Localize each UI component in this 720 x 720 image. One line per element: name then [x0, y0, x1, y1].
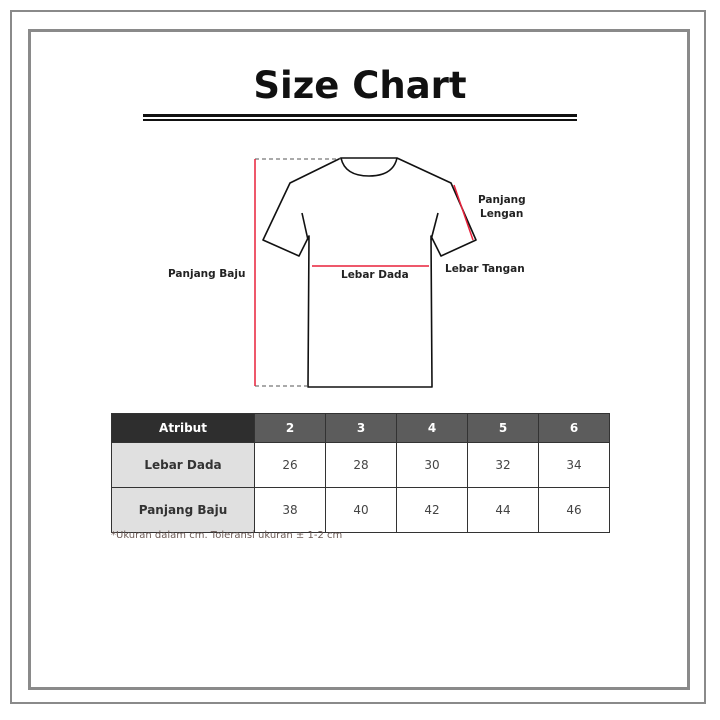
header-size: 3	[325, 413, 397, 443]
table-cell: 42	[396, 487, 468, 533]
tshirt-outline	[262, 157, 477, 388]
label-lebar-tangan: Lebar Tangan	[445, 263, 525, 275]
table-cell: 44	[467, 487, 539, 533]
label-panjang-lengan-2: Lengan	[480, 208, 524, 220]
row-label: Panjang Baju	[111, 487, 255, 533]
outer-border	[10, 10, 706, 704]
table-cell: 46	[538, 487, 610, 533]
label-panjang-lengan-1: Panjang	[478, 194, 526, 206]
table-cell: 38	[254, 487, 326, 533]
table-cell: 40	[325, 487, 397, 533]
header-size: 5	[467, 413, 539, 443]
row-label: Lebar Dada	[111, 442, 255, 488]
size-table: Atribut 2 3 4 5 6 Lebar Dada 26 28 30 32…	[111, 413, 610, 533]
panjang-lengan-measure	[453, 184, 474, 241]
table-row: Lebar Dada 26 28 30 32 34	[111, 442, 610, 488]
header-attribute: Atribut	[111, 413, 255, 443]
size-note: *Ukuran dalam cm. Toleransi ukuran ± 1-2…	[111, 530, 343, 541]
table-cell: 26	[254, 442, 326, 488]
page-title: Size Chart	[253, 64, 467, 107]
table-row: Panjang Baju 38 40 42 44 46	[111, 487, 610, 533]
label-lebar-dada: Lebar Dada	[341, 269, 409, 281]
table-cell: 34	[538, 442, 610, 488]
header-size: 4	[396, 413, 468, 443]
header-size: 6	[538, 413, 610, 443]
collar	[340, 157, 398, 177]
table-cell: 30	[396, 442, 468, 488]
table-header-row: Atribut 2 3 4 5 6	[111, 413, 610, 443]
inner-border	[28, 29, 690, 690]
table-cell: 28	[325, 442, 397, 488]
title-underline	[143, 114, 577, 117]
table-cell: 32	[467, 442, 539, 488]
header-size: 2	[254, 413, 326, 443]
label-panjang-baju: Panjang Baju	[168, 268, 246, 280]
title-underline-thin	[143, 119, 577, 121]
